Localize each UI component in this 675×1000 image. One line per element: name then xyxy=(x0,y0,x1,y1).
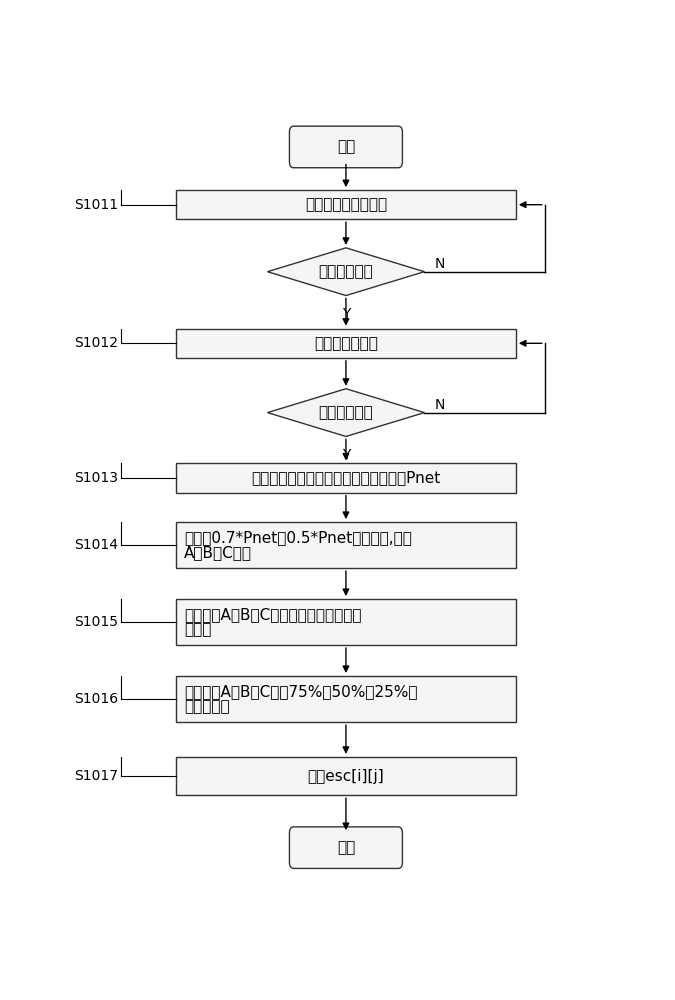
Bar xyxy=(176,676,516,722)
Text: 反插值0.7*Pnet及0.5*Pnet对应转速,计算: 反插值0.7*Pnet及0.5*Pnet对应转速,计算 xyxy=(184,530,412,545)
Text: S1017: S1017 xyxy=(74,769,118,783)
Polygon shape xyxy=(267,248,425,296)
Text: 插值计算A、B及C转速75%、50%及25%负: 插值计算A、B及C转速75%、50%及25%负 xyxy=(184,684,417,699)
Text: S1011: S1011 xyxy=(74,198,118,212)
Bar xyxy=(176,757,516,795)
Bar xyxy=(176,329,516,358)
Text: 及扭矩: 及扭矩 xyxy=(184,622,211,637)
Text: A、B及C转速: A、B及C转速 xyxy=(184,545,252,560)
Text: 数据格式判断: 数据格式判断 xyxy=(319,405,373,420)
Text: N: N xyxy=(435,257,446,271)
Text: 读入附件功曲线: 读入附件功曲线 xyxy=(314,336,378,351)
Text: Y: Y xyxy=(342,448,350,462)
FancyBboxPatch shape xyxy=(290,827,402,868)
Bar xyxy=(176,599,516,645)
Text: 荷下的扭矩: 荷下的扭矩 xyxy=(184,699,230,714)
Text: S1014: S1014 xyxy=(74,538,118,552)
Text: 开始: 开始 xyxy=(337,139,355,154)
Text: S1013: S1013 xyxy=(74,471,118,485)
Text: 读入外特性扭矩曲线: 读入外特性扭矩曲线 xyxy=(305,197,387,212)
FancyBboxPatch shape xyxy=(290,126,402,168)
Text: Y: Y xyxy=(342,307,350,321)
Bar xyxy=(176,522,516,568)
Text: 数据格式判断: 数据格式判断 xyxy=(319,264,373,279)
Text: 输出esc[i][j]: 输出esc[i][j] xyxy=(308,769,384,784)
Text: S1012: S1012 xyxy=(74,336,118,350)
Text: 结束: 结束 xyxy=(337,840,355,855)
Text: N: N xyxy=(435,398,446,412)
Polygon shape xyxy=(267,389,425,436)
Bar xyxy=(176,463,516,493)
Text: 插值计算A、B及C转速对应的外特性功率: 插值计算A、B及C转速对应的外特性功率 xyxy=(184,607,361,622)
Text: S1016: S1016 xyxy=(74,692,118,706)
Text: S1015: S1015 xyxy=(74,615,118,629)
Text: 计算外特性功率，净功率及最大净功率Pnet: 计算外特性功率，净功率及最大净功率Pnet xyxy=(251,471,441,486)
Bar xyxy=(176,190,516,219)
